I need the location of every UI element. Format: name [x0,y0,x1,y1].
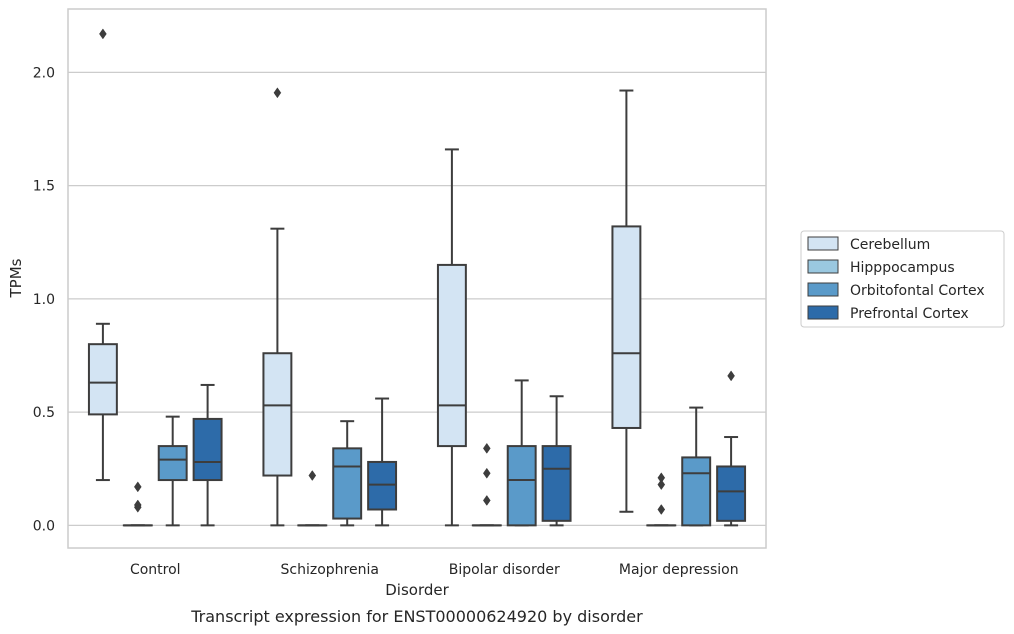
iqr-box [192,417,223,482]
chart-caption: Transcript expression for ENST0000062492… [190,607,643,626]
box-orbitofontal-cortex [332,420,363,527]
iqr-box [332,447,363,520]
x-tick-label: Schizophrenia [281,562,379,578]
outlier-point [133,499,142,511]
outlier-point [482,495,491,506]
outlier-point [657,504,666,515]
x-tick-label: Control [130,562,181,578]
outlier-point [657,479,666,491]
legend-swatch [807,259,839,274]
outlier-point [308,470,317,481]
outlier-point [133,481,142,493]
box-cerebellum [436,148,467,527]
iqr-box [681,456,712,527]
box-prefrontal-cortex [192,383,223,527]
x-axis-label: Disorder [385,581,449,599]
outlier-point [482,467,491,479]
box-hipppocampus [297,470,328,527]
y-tick-label: 0.5 [33,405,55,421]
legend: Cerebellum Hipppocampus Orbitofontal Corte… [800,230,1005,328]
box-cerebellum [262,87,293,527]
y-tick-labels: 0.0 0.5 1.0 1.5 2.0 [33,65,55,534]
outlier-point [727,370,735,382]
box-orbitofontal-cortex [681,406,712,527]
legend-swatch [807,236,839,251]
legend-label: Cerebellum [850,237,930,253]
y-tick-label: 0.0 [33,518,55,534]
legend-swatch [807,282,839,297]
iqr-box [367,460,398,511]
x-tick-labels: Control Schizophrenia Bipolar disorder Majo… [130,562,739,578]
iqr-box [262,352,293,477]
iqr-box [506,445,537,527]
iqr-box [87,343,118,416]
outlier-point [273,87,282,99]
iqr-box [436,263,467,448]
box-orbitofontal-cortex [157,415,188,527]
box-prefrontal-cortex [716,370,747,527]
box-hipppocampus [646,472,677,527]
box-hipppocampus [471,442,502,527]
y-tick-label: 1.5 [33,179,55,195]
outlier-point [482,442,491,454]
outlier-point [99,28,107,40]
outlier-point [657,472,666,484]
y-tick-label: 2.0 [33,65,55,81]
box-orbitofontal-cortex [506,379,537,527]
iqr-box [611,225,642,429]
x-tick-label: Major depression [619,562,739,578]
legend-frame [800,230,1005,328]
plot-frame [67,8,767,549]
y-axis-label: TPMs [7,258,25,298]
x-tick-label: Bipolar disorder [449,562,560,578]
legend-label: Prefrontal Cortex [850,306,969,322]
legend-swatch [807,305,839,320]
box-prefrontal-cortex [367,397,398,527]
box-hipppocampus [122,481,153,527]
iqr-box [541,445,572,522]
legend-label: Orbitofontal Cortex [850,283,985,299]
iqr-box [716,465,747,522]
box-cerebellum [611,89,642,513]
legend-label: Hipppocampus [850,260,955,276]
box-cerebellum [87,28,118,482]
box-prefrontal-cortex [541,395,572,527]
box-series [87,28,747,527]
y-tick-label: 1.0 [33,292,55,308]
iqr-box [157,445,188,482]
